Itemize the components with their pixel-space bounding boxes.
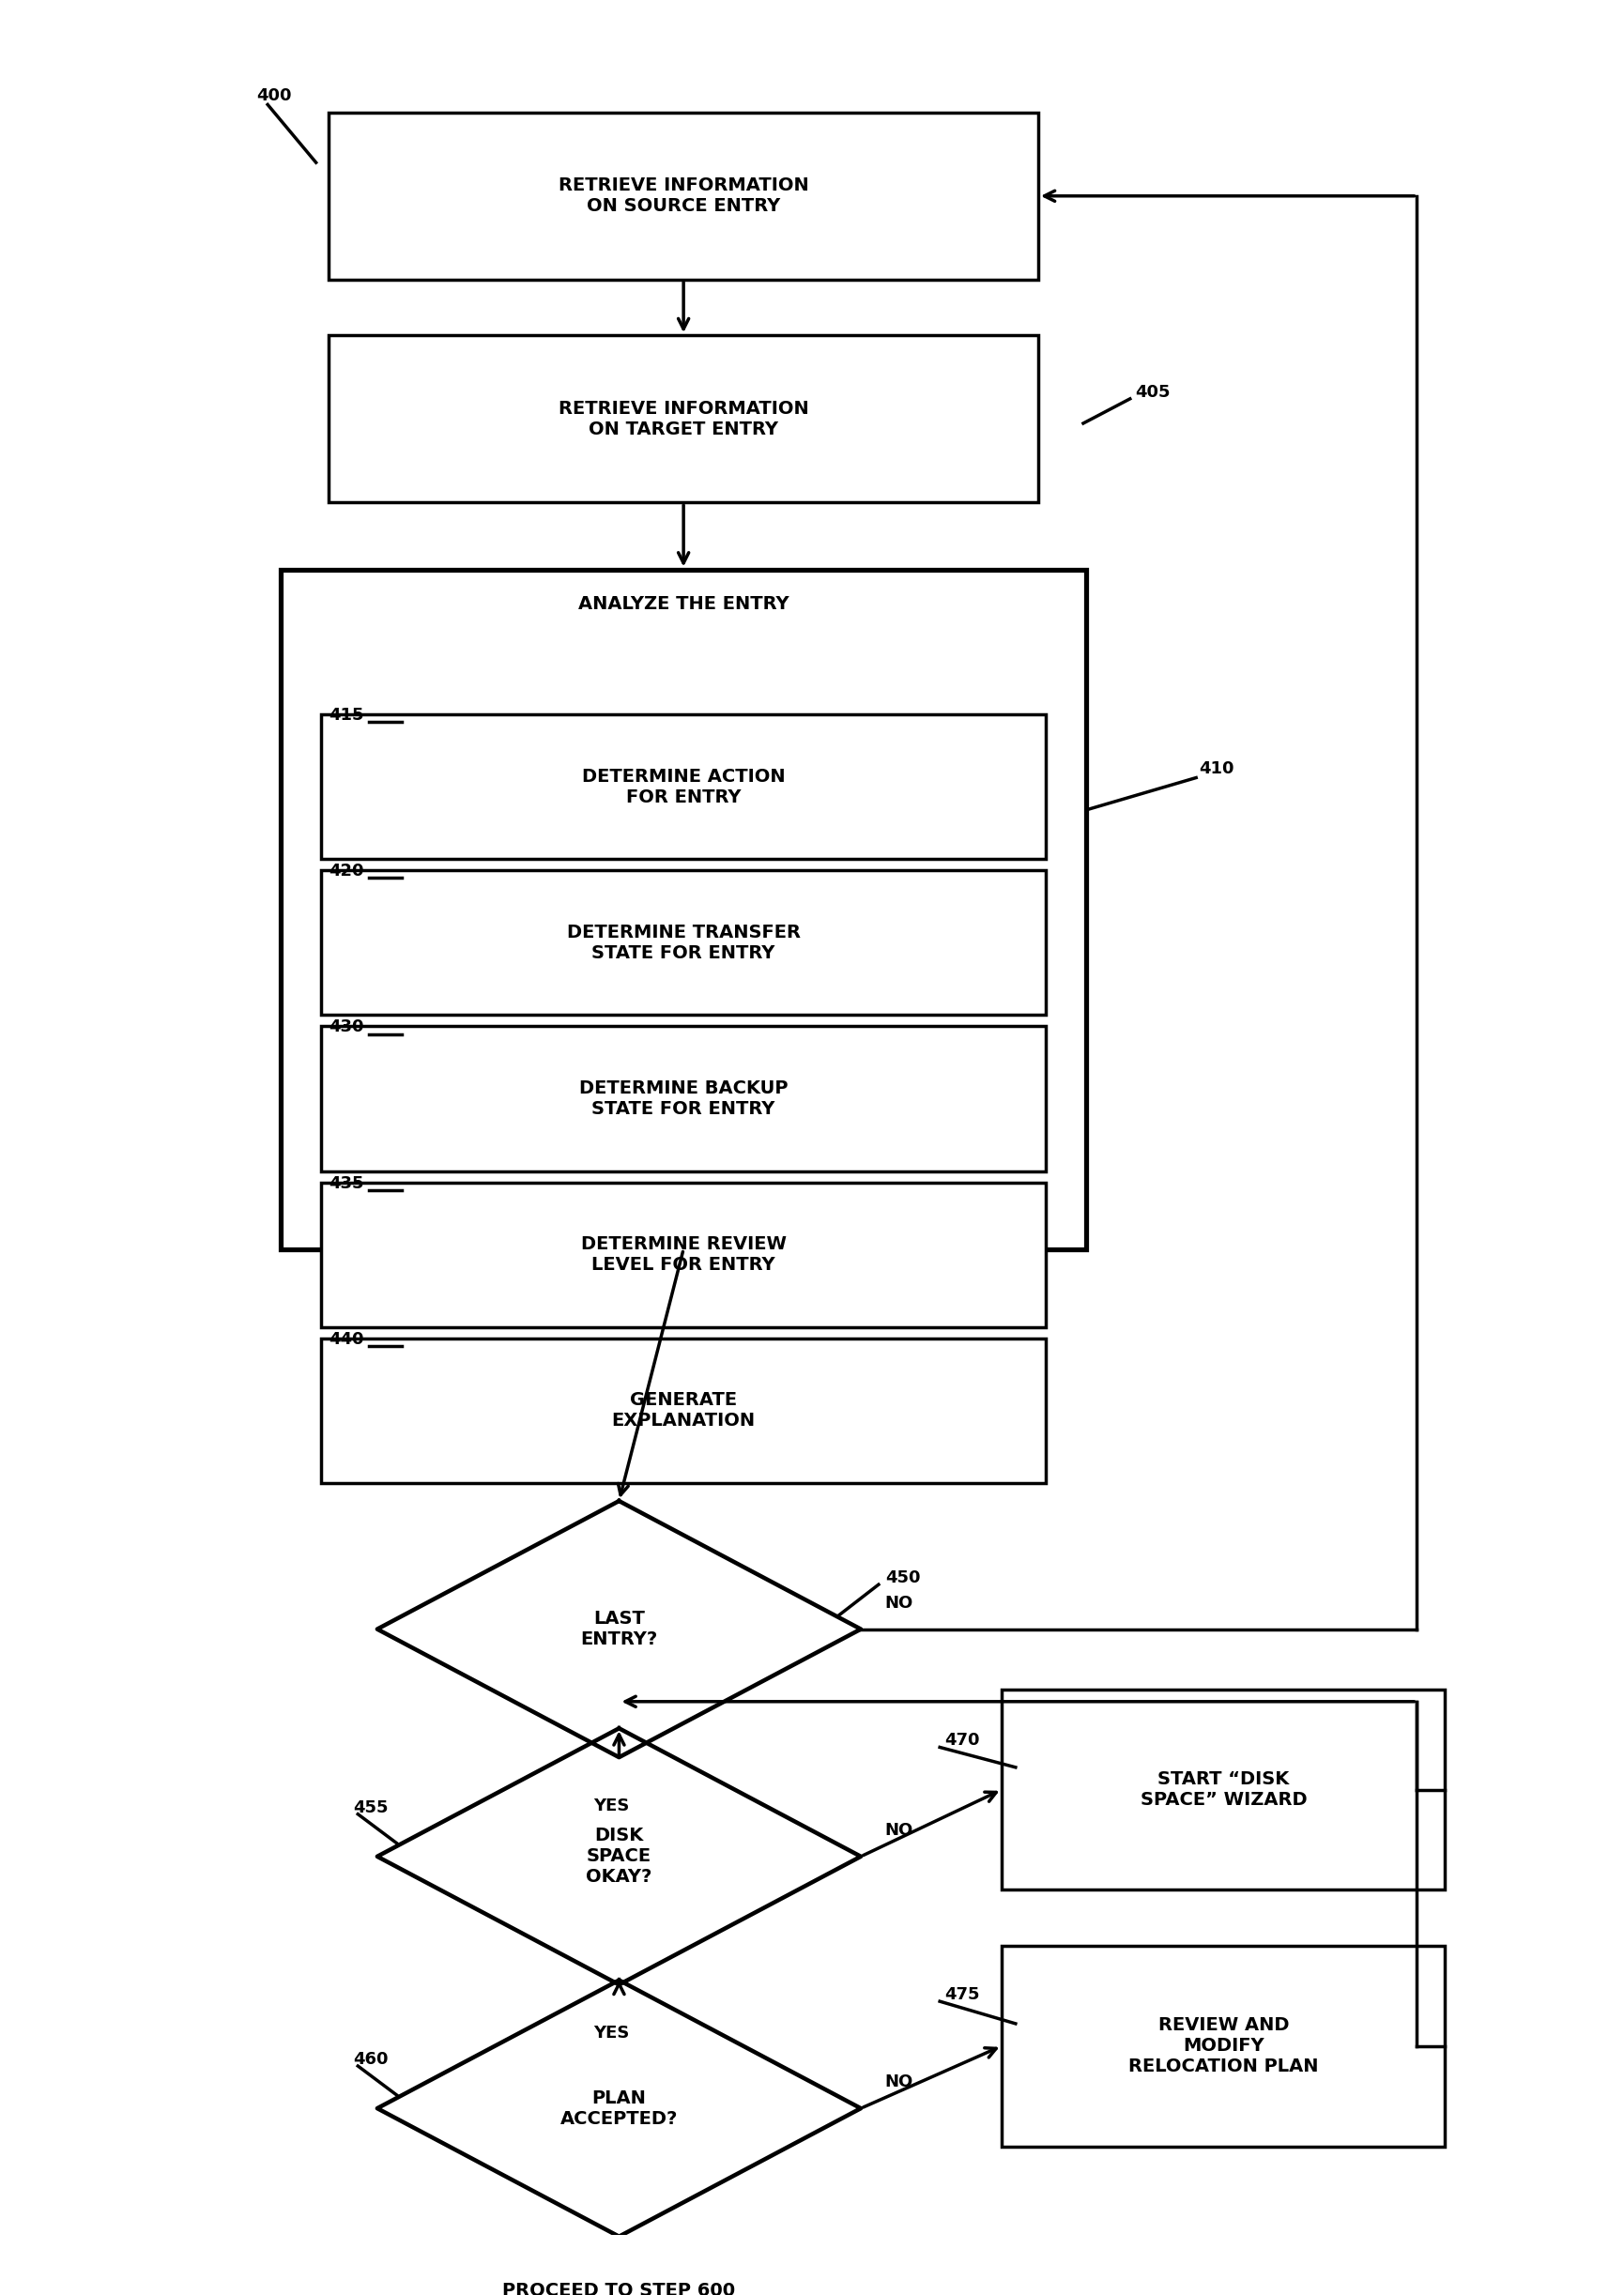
Text: 400: 400 (257, 87, 291, 103)
FancyBboxPatch shape (320, 870, 1046, 1014)
Text: DETERMINE TRANSFER
STATE FOR ENTRY: DETERMINE TRANSFER STATE FOR ENTRY (567, 923, 801, 962)
FancyBboxPatch shape (320, 1182, 1046, 1327)
Text: LAST
ENTRY?: LAST ENTRY? (580, 1609, 658, 1648)
Text: 415: 415 (328, 707, 364, 723)
Text: 435: 435 (328, 1175, 364, 1191)
Text: 430: 430 (328, 1019, 364, 1035)
Polygon shape (377, 1501, 861, 1758)
Text: NO: NO (885, 1822, 913, 1838)
Text: 460: 460 (352, 2052, 388, 2068)
Text: PROCEED TO STEP 600: PROCEED TO STEP 600 (502, 2281, 736, 2295)
FancyBboxPatch shape (328, 112, 1038, 280)
Text: 470: 470 (944, 1733, 979, 1749)
Text: PLAN
ACCEPTED?: PLAN ACCEPTED? (560, 2088, 677, 2127)
Polygon shape (377, 1728, 861, 1985)
FancyBboxPatch shape (328, 335, 1038, 503)
Text: 410: 410 (1199, 760, 1234, 778)
Polygon shape (377, 1981, 861, 2238)
Text: 450: 450 (885, 1570, 919, 1586)
Text: NO: NO (885, 1595, 913, 1611)
Text: YES: YES (593, 2024, 628, 2043)
Text: DETERMINE BACKUP
STATE FOR ENTRY: DETERMINE BACKUP STATE FOR ENTRY (578, 1079, 788, 1118)
FancyBboxPatch shape (320, 714, 1046, 858)
Text: DETERMINE REVIEW
LEVEL FOR ENTRY: DETERMINE REVIEW LEVEL FOR ENTRY (580, 1235, 786, 1274)
FancyBboxPatch shape (320, 1026, 1046, 1170)
Text: NO: NO (885, 2075, 913, 2091)
Text: DETERMINE ACTION
FOR ENTRY: DETERMINE ACTION FOR ENTRY (581, 767, 784, 806)
Text: ANALYZE THE ENTRY: ANALYZE THE ENTRY (578, 594, 789, 613)
FancyBboxPatch shape (320, 1338, 1046, 1483)
Text: 475: 475 (944, 1985, 979, 2004)
Text: RETRIEVE INFORMATION
ON SOURCE ENTRY: RETRIEVE INFORMATION ON SOURCE ENTRY (559, 177, 809, 216)
Text: RETRIEVE INFORMATION
ON TARGET ENTRY: RETRIEVE INFORMATION ON TARGET ENTRY (559, 399, 809, 438)
Text: GENERATE
EXPLANATION: GENERATE EXPLANATION (611, 1391, 755, 1430)
Text: START “DISK
SPACE” WIZARD: START “DISK SPACE” WIZARD (1140, 1769, 1306, 1808)
Text: 420: 420 (328, 863, 364, 879)
FancyBboxPatch shape (281, 569, 1086, 1248)
Text: 405: 405 (1134, 383, 1169, 402)
Text: 455: 455 (352, 1799, 388, 1815)
Text: REVIEW AND
MODIFY
RELOCATION PLAN: REVIEW AND MODIFY RELOCATION PLAN (1127, 2017, 1317, 2075)
Text: DISK
SPACE
OKAY?: DISK SPACE OKAY? (586, 1827, 651, 1886)
FancyBboxPatch shape (1002, 1946, 1444, 2146)
Text: 440: 440 (328, 1331, 364, 1347)
Text: YES: YES (593, 1797, 628, 1815)
FancyBboxPatch shape (1002, 1689, 1444, 1889)
